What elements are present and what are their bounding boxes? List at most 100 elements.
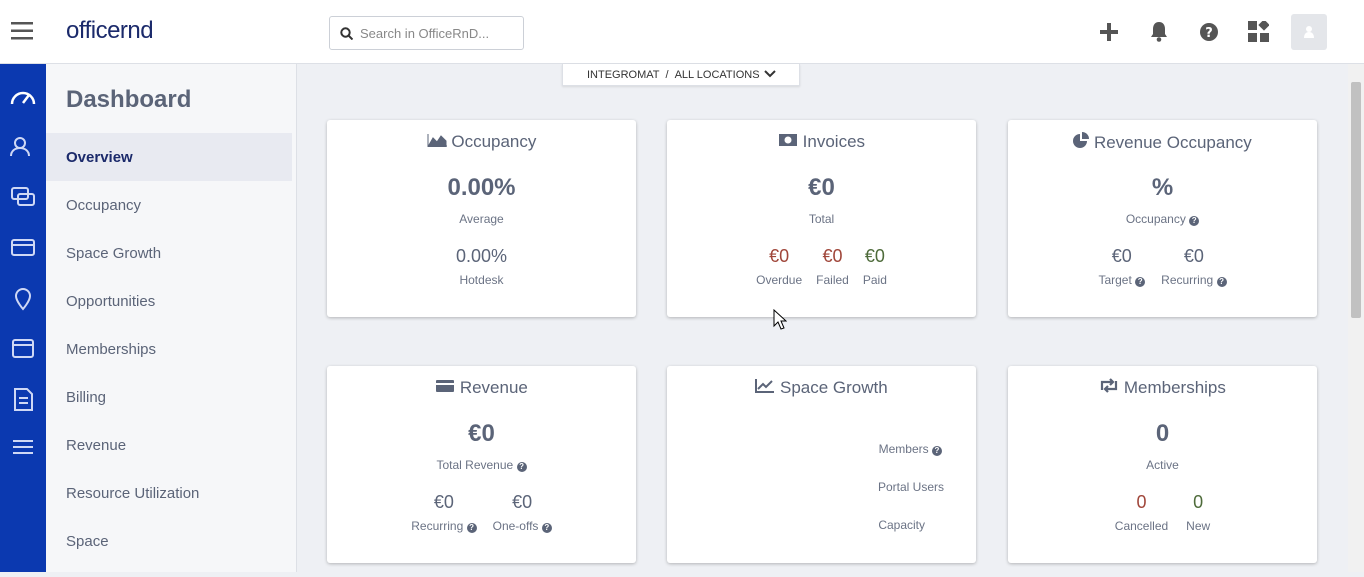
help-icon[interactable]: ? [1135, 277, 1146, 287]
card-icon [436, 380, 455, 392]
title-text: Revenue [459, 378, 528, 397]
main-label: Total Revenue ? [327, 458, 636, 472]
search-box[interactable]: Search in OfficeRnD... [329, 16, 524, 50]
main-value: % [1151, 174, 1174, 201]
location-selector[interactable]: INTEGROMAT / ALL LOCATIONS [562, 64, 800, 86]
stat-value: 0.00% [455, 246, 508, 266]
stat-value: €0 [1183, 246, 1204, 266]
main-label: Total [808, 212, 835, 226]
nav-item[interactable]: Revenue [66, 437, 127, 454]
documents-icon[interactable] [14, 388, 33, 411]
nav-item[interactable]: Space Growth [66, 245, 162, 262]
card-title: Revenue [327, 378, 636, 398]
help-icon[interactable]: ? [1199, 22, 1219, 42]
legend-item: Capacity [878, 518, 925, 532]
stat-label: Cancelled [1114, 519, 1169, 533]
card: Memberships 0 Active 0 Cancelled 0 New [1008, 366, 1317, 563]
stat-value: 0 [1136, 492, 1147, 512]
svg-text:?: ? [1205, 26, 1213, 41]
card: Revenue €0 Total Revenue ? €0 Recurring ?… [327, 366, 636, 563]
legend-item: Members ? [879, 442, 942, 456]
stats: €0 Recurring ? €0 One-offs ? [327, 492, 636, 533]
help-icon[interactable]: ? [1189, 216, 1200, 226]
stat-value: €0 [1111, 246, 1132, 266]
card-title: Invoices [667, 132, 976, 152]
label-text: Occupancy [1125, 212, 1186, 226]
sidebar: Dashboard Overview Occupancy Space Growt… [46, 64, 297, 572]
stat: €0 Target ? [1098, 246, 1146, 287]
menu-icon[interactable] [11, 22, 33, 40]
separator: / [665, 69, 669, 81]
stat-label: Overdue [756, 273, 803, 287]
card: Space Growth Members ? Portal Users Capa… [667, 366, 976, 563]
settings-icon[interactable] [13, 440, 33, 454]
stat: €0 Failed [816, 246, 849, 287]
notifications-icon[interactable] [1150, 21, 1168, 42]
stat-value: €0 [822, 246, 843, 266]
sidebar-title: Dashboard [66, 86, 192, 113]
chevron-icon [764, 70, 776, 78]
title-text: Memberships [1123, 378, 1226, 397]
help-icon[interactable]: ? [466, 523, 477, 533]
stat: 0 New [1186, 492, 1210, 533]
main-value: 0.00% [447, 174, 516, 201]
stat-label: One-offs ? [493, 519, 552, 533]
card-title: Occupancy [327, 132, 636, 152]
stat: €0 Recurring ? [411, 492, 477, 533]
card-title: Memberships [1008, 378, 1317, 398]
apps-icon[interactable] [1248, 21, 1269, 42]
members-icon[interactable] [14, 137, 26, 149]
help-icon[interactable]: ? [516, 462, 527, 472]
main-value: €0 [808, 174, 835, 201]
label-text: Total Revenue [436, 458, 514, 472]
nav-item[interactable]: Space [66, 533, 109, 550]
stat-label: Recurring ? [411, 519, 477, 533]
title-text: Invoices [802, 132, 866, 151]
avatar[interactable] [1291, 14, 1327, 50]
title-text: Revenue Occupancy [1093, 133, 1252, 152]
stat-value: €0 [433, 492, 454, 512]
stat-label: Hotdesk [459, 273, 504, 287]
title-text: Occupancy [451, 132, 537, 151]
stat: €0 Paid [863, 246, 887, 287]
search-icon [340, 27, 353, 40]
header: officernd Search in OfficeRnD... ? [0, 0, 1364, 64]
icon-bar [0, 64, 46, 572]
org-name: INTEGROMAT [587, 69, 660, 81]
nav-item[interactable]: Overview [46, 133, 292, 181]
stat-value: 0 [1193, 492, 1204, 512]
nav-item[interactable]: Opportunities [66, 293, 156, 310]
mouse-cursor [773, 309, 787, 330]
billing-icon[interactable] [11, 239, 35, 256]
help-icon[interactable]: ? [541, 523, 552, 533]
nav-item[interactable]: Memberships [66, 341, 157, 358]
card: Invoices €0 Total €0 Overdue €0 Failed €0 P… [667, 120, 976, 317]
search-placeholder: Search in OfficeRnD... [360, 26, 490, 41]
nav-item[interactable]: Occupancy [66, 197, 142, 214]
stat: 0.00% Hotdesk [456, 246, 507, 287]
legend-item: Portal Users [877, 480, 944, 494]
label-text: Target [1098, 273, 1132, 287]
add-icon[interactable] [1100, 23, 1118, 41]
legend-text: Members [878, 442, 929, 456]
scrollbar-thumb[interactable] [1351, 82, 1361, 318]
nav-item[interactable]: Resource Utilization [66, 485, 200, 502]
stat-label: Recurring ? [1161, 273, 1227, 287]
area-icon [427, 134, 447, 148]
pie-icon [1073, 132, 1090, 148]
help-icon[interactable]: ? [932, 446, 942, 456]
main-value: 0 [1155, 420, 1170, 447]
card: Occupancy 0.00% Average 0.00% Hotdesk [327, 120, 636, 317]
calendar-icon[interactable] [12, 339, 34, 358]
stat-value: €0 [769, 246, 790, 266]
title-text: Space Growth [780, 378, 888, 397]
nav-item[interactable]: Billing [66, 389, 107, 406]
main-value: €0 [468, 420, 495, 447]
brand[interactable]: officernd [66, 17, 154, 44]
stats: 0 Cancelled 0 New [1008, 492, 1317, 533]
stat-label: Failed [816, 273, 849, 287]
help-icon[interactable]: ? [1216, 277, 1227, 287]
locations-icon[interactable] [14, 288, 32, 311]
dashboard-icon[interactable] [10, 91, 36, 105]
